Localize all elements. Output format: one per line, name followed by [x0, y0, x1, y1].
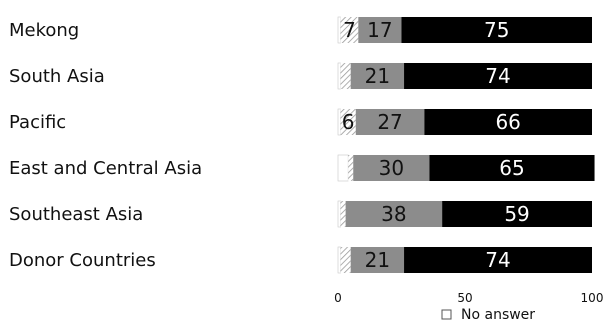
- data-label-pacific-s1: 6: [342, 110, 355, 134]
- bar-segment-mekong-s2: [358, 17, 402, 43]
- bar-segment-mekong-s3: [401, 17, 592, 43]
- x-tick-label-100: 100: [581, 291, 604, 305]
- bar-segment-pacific-s0: [337, 108, 341, 136]
- bar-segment-donor-countries-s2: [350, 247, 405, 273]
- bar-segment-southeast-asia-s3: [442, 201, 592, 227]
- bar-segment-southeast-asia-s1: [340, 201, 346, 227]
- x-tick-label-0: 0: [334, 291, 342, 305]
- x-axis: 0 50 100: [334, 291, 603, 305]
- data-label-donor-countries-s2: 21: [365, 248, 390, 272]
- bar-segment-donor-countries-s1: [340, 247, 351, 273]
- legend: No answer: [441, 307, 535, 323]
- legend-label-no-answer: No answer: [461, 307, 535, 323]
- data-label-mekong-s1: 7: [343, 18, 356, 42]
- legend-swatch-no-answer: [441, 309, 452, 320]
- bar-segment-pacific-s1: [340, 109, 356, 135]
- bar-segment-east-and-central-asia-s1: [348, 155, 354, 181]
- bar-segment-southeast-asia-s0: [337, 200, 341, 228]
- data-label-pacific-s3: 66: [495, 110, 520, 134]
- bar-segment-east-and-central-asia-s3: [429, 155, 595, 181]
- category-label-east-and-central-asia: East and Central Asia: [9, 158, 202, 179]
- bar-segment-donor-countries-s3: [404, 247, 592, 273]
- data-label-southeast-asia-s3: 59: [504, 202, 529, 226]
- bar-segment-pacific-s3: [424, 109, 592, 135]
- data-label-southeast-asia-s2: 38: [381, 202, 406, 226]
- category-labels: Mekong South Asia Pacific East and Central …: [9, 20, 202, 271]
- category-label-southeast-asia: Southeast Asia: [9, 204, 143, 225]
- bar-segment-south-asia-s1: [340, 63, 351, 89]
- bar-segment-donor-countries-s0: [337, 246, 341, 274]
- bar-segment-east-and-central-asia-s2: [353, 155, 430, 181]
- category-label-donor-countries: Donor Countries: [9, 250, 156, 271]
- bar-segment-east-and-central-asia-s0: [337, 154, 349, 182]
- bar-segment-southeast-asia-s2: [345, 201, 443, 227]
- data-label-mekong-s3: 75: [484, 18, 509, 42]
- data-label-mekong-s2: 17: [367, 18, 392, 42]
- bar-segment-south-asia-s3: [404, 63, 592, 89]
- category-label-pacific: Pacific: [9, 112, 66, 133]
- bar-segment-mekong-s1: [340, 17, 359, 43]
- bar-segment-pacific-s2: [355, 109, 425, 135]
- x-tick-label-50: 50: [457, 291, 472, 305]
- bar-segment-south-asia-s2: [350, 63, 405, 89]
- category-label-mekong: Mekong: [9, 20, 79, 41]
- category-label-south-asia: South Asia: [9, 66, 105, 87]
- bar-segment-south-asia-s0: [337, 62, 341, 90]
- data-label-pacific-s2: 27: [377, 110, 402, 134]
- bar-segment-mekong-s0: [337, 16, 341, 44]
- data-label-south-asia-s3: 74: [485, 64, 510, 88]
- bars: 7 17 75 21 74 6 27 66 30 65 38 59 21 74: [337, 16, 595, 274]
- data-label-south-asia-s2: 21: [365, 64, 390, 88]
- data-label-east-and-central-asia-s2: 30: [379, 156, 404, 180]
- data-label-east-and-central-asia-s3: 65: [499, 156, 524, 180]
- data-label-donor-countries-s3: 74: [485, 248, 510, 272]
